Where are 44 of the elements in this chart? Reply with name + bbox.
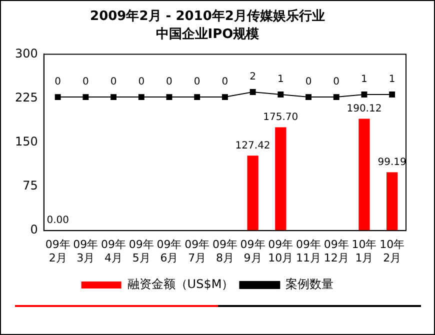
y-tick-label: 300 (15, 46, 38, 60)
data-label: 0 (82, 76, 89, 88)
bar (247, 156, 258, 231)
x-tick-label: 09年 4月 (101, 238, 126, 264)
data-label: 0.00 (46, 215, 69, 226)
x-tick-label: 09年 9月 (240, 238, 266, 264)
x-tick-label: 09年 3月 (73, 238, 98, 264)
x-tick-label: 09年 6月 (156, 238, 182, 264)
bar (358, 118, 370, 231)
x-tick-label: 09年 8月 (212, 238, 238, 264)
data-label: 0 (222, 76, 228, 88)
data-label: 0 (305, 76, 312, 88)
x-tick-label: 09年 7月 (184, 238, 210, 264)
y-tick-label: 0 (30, 222, 38, 237)
data-label: 0 (138, 76, 145, 88)
x-tick-label: 09年 2月 (45, 238, 70, 264)
legend-label: 融资金额（US$M） (127, 277, 234, 292)
x-tick-label: 10年 1月 (352, 238, 377, 264)
chart-title: 2009年2月 - 2010年2月传媒娱乐行业 (90, 8, 325, 24)
x-tick-label: 09年 12月 (324, 238, 349, 264)
data-label: 190.12 (346, 103, 382, 114)
bar (386, 172, 398, 231)
data-label: 127.42 (235, 140, 270, 152)
x-tick-label: 09年 10月 (268, 238, 294, 264)
data-label: 99.19 (378, 156, 406, 168)
data-label: 175.70 (263, 112, 298, 123)
x-tick-label: 09年 5月 (128, 238, 154, 264)
data-label: 2 (250, 72, 256, 83)
y-tick-label: 150 (15, 134, 38, 149)
data-label: 1 (277, 74, 284, 86)
data-label: 0 (54, 76, 62, 88)
x-tick-label: 10年 2月 (380, 238, 405, 264)
chart-subtitle: 中国企业IPO规模 (156, 26, 260, 42)
data-label: 1 (388, 74, 396, 86)
bar (275, 127, 286, 231)
data-label: 0 (166, 76, 172, 88)
data-label: 0 (333, 76, 340, 88)
data-label: 1 (361, 74, 368, 86)
legend-label: 案例数量 (286, 277, 334, 292)
y-tick-label: 225 (15, 90, 38, 104)
data-label: 0 (194, 76, 200, 88)
data-label: 0 (110, 76, 117, 88)
x-tick-label: 09年 11月 (296, 238, 322, 264)
y-tick-label: 75 (22, 178, 38, 193)
